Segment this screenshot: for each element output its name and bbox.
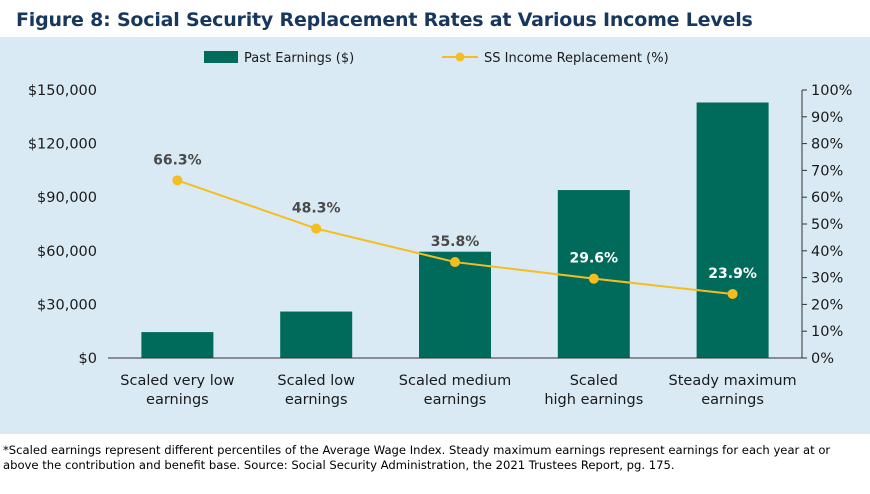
y-right-tick-label: 90% — [811, 110, 843, 126]
line-point-replacement-rate — [172, 175, 183, 186]
legend-label-earnings: Past Earnings ($) — [244, 51, 354, 66]
x-category-label: high earnings — [544, 392, 643, 408]
y-left-tick-label: $30,000 — [37, 297, 97, 313]
y-left-tick-label: $150,000 — [28, 83, 97, 99]
x-category-label: earnings — [701, 392, 764, 408]
data-label-replacement-rate: 66.3% — [153, 152, 202, 168]
y-left-tick-label: $0 — [79, 351, 97, 367]
y-right-tick-label: 50% — [811, 217, 843, 233]
y-right-tick-label: 40% — [811, 244, 843, 260]
x-category-label: Scaled low — [277, 373, 355, 389]
data-label-replacement-rate: 48.3% — [292, 201, 341, 217]
y-right-tick-label: 0% — [811, 351, 834, 367]
footnote: *Scaled earnings represent different per… — [3, 443, 831, 472]
legend-bar-swatch — [204, 51, 238, 63]
figure-label: Figure 8: — [16, 9, 111, 31]
data-label-replacement-rate: 29.6% — [570, 251, 619, 267]
x-category-label: earnings — [424, 392, 487, 408]
y-left-tick-label: $90,000 — [37, 190, 97, 206]
y-right-tick-label: 20% — [811, 297, 843, 313]
x-category-label: Scaled — [570, 373, 618, 389]
y-left-tick-label: $120,000 — [28, 137, 97, 153]
x-category-label: Scaled medium — [399, 373, 511, 389]
x-category-label: earnings — [285, 392, 348, 408]
y-left-tick-label: $60,000 — [37, 244, 97, 260]
y-right-tick-label: 10% — [811, 324, 843, 340]
y-right-tick-label: 100% — [811, 83, 852, 99]
y-right-tick-label: 70% — [811, 163, 843, 179]
bar-past-earnings — [419, 251, 491, 358]
y-right-tick-label: 60% — [811, 190, 843, 206]
y-right-tick-label: 80% — [811, 137, 843, 153]
line-point-replacement-rate — [450, 257, 460, 268]
figure-title-text: Social Security Replacement Rates at Var… — [116, 9, 753, 31]
data-label-replacement-rate: 35.8% — [431, 234, 480, 250]
chart-panel: Past Earnings ($) SS Income Replacement (… — [0, 37, 870, 434]
bar-past-earnings — [696, 102, 769, 358]
combo-chart: Past Earnings ($) SS Income Replacement (… — [28, 51, 852, 408]
x-category-label: Steady maximum — [669, 373, 797, 389]
line-point-replacement-rate — [311, 223, 322, 234]
x-category-label: Scaled very low — [120, 373, 234, 389]
legend-label-replacement: SS Income Replacement (%) — [484, 51, 669, 66]
x-category-label: earnings — [146, 392, 209, 408]
y-right-tick-label: 30% — [811, 271, 843, 287]
bar-past-earnings — [141, 332, 214, 358]
line-point-replacement-rate — [727, 288, 738, 299]
line-point-replacement-rate — [588, 273, 599, 284]
legend-line-marker — [455, 52, 465, 62]
bar-past-earnings — [280, 311, 353, 358]
data-label-replacement-rate: 23.9% — [708, 266, 757, 282]
figure-title: Figure 8: Social Security Replacement Ra… — [16, 9, 753, 31]
